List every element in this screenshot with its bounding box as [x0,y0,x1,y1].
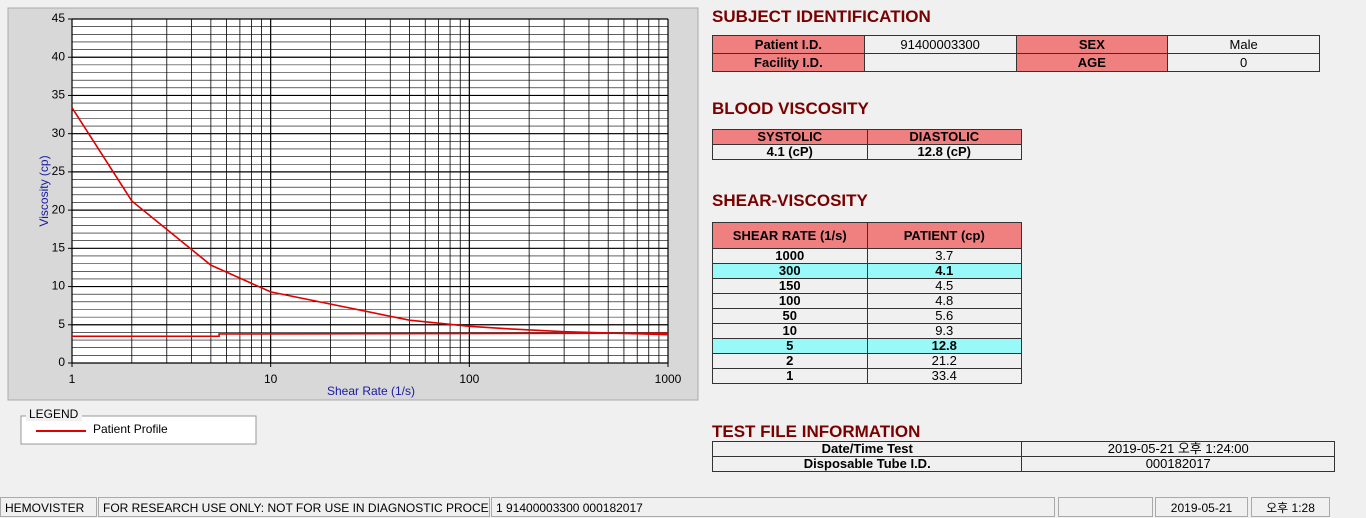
table-cell: 000182017 [1021,456,1335,472]
table-row: Patient I.D. 91400003300 SEX Male [712,35,1320,54]
table-row: SHEAR RATE (1/s) PATIENT (cp) [712,222,1022,249]
legend-title-bg [26,409,82,421]
y-tick-label: 0 [58,355,65,369]
y-tick-label: 20 [52,202,66,216]
table-cell: Date/Time Test [711,441,1023,457]
table-cell: DIASTOLIC [866,129,1022,145]
table-cell: 21.2 [866,353,1022,369]
section-title: SHEAR-VISCOSITY [712,191,868,210]
table-row: 50 5.6 [712,308,1022,324]
table-row: SYSTOLIC DIASTOLIC [712,129,1022,145]
table-cell: 2 [712,353,868,369]
y-tick-label: 10 [52,279,66,293]
table-cell: SEX [1015,35,1169,54]
table-cell: 4.1 [866,263,1022,279]
chart: Shear Rate (1/s) Viscosity (cp) LEGEND P… [7,7,699,445]
y-tick-label: 40 [52,49,66,63]
table-cell: Facility I.D. [712,53,865,72]
status-panel: 오후 1:28 [1251,497,1330,517]
table-cell: 33.4 [866,368,1022,384]
status-panel: 1 91400003300 000182017 [491,497,1055,517]
table-cell: 10 [712,323,868,339]
section-title: SUBJECT IDENTIFICATION [712,7,931,26]
table-row: 100 4.8 [712,293,1022,309]
table-row: Facility I.D. AGE 0 [712,53,1320,72]
x-tick-label: 1000 [655,372,682,386]
data-table: Date/Time Test 2019-05-21 오후 1:24:00 Dispo… [711,441,1335,472]
table-row: 1000 3.7 [712,248,1022,264]
line-series [71,107,669,336]
section-title: TEST FILE INFORMATION [712,422,921,441]
y-axis-label: Viscosity (cp) [37,155,51,226]
table-cell: 4.8 [866,293,1022,309]
table-row: 10 9.3 [712,323,1022,339]
data-table: SYSTOLIC DIASTOLIC 4.1 (cP) 12.8 (cP) [712,129,1022,160]
table-cell: 9.3 [866,323,1022,339]
x-tick-label: 10 [264,372,278,386]
y-tick-label: 45 [52,11,66,25]
table-cell: 5.6 [866,308,1022,324]
table-cell: SYSTOLIC [712,129,868,145]
legend-label: Patient Profile [93,422,168,436]
line-series [72,332,669,338]
y-tick-label: 25 [52,164,66,178]
table-cell: SHEAR RATE (1/s) [712,222,868,249]
table-cell: Male [1167,35,1320,54]
table-cell: 5 [712,338,868,354]
table-cell: 12.8 [866,338,1022,354]
table-row: 150 4.5 [712,278,1022,294]
table-cell: 12.8 (cP) [866,144,1022,160]
x-tick-label: 100 [459,372,479,386]
status-panel: FOR RESEARCH USE ONLY: NOT FOR USE IN DI… [98,497,490,517]
table-cell: 4.1 (cP) [712,144,868,160]
y-tick-label: 30 [52,126,66,140]
table-row: Date/Time Test 2019-05-21 오후 1:24:00 [711,441,1335,457]
table-row: 1 33.4 [712,368,1022,384]
y-tick-label: 35 [52,88,66,102]
table-row: 2 21.2 [712,353,1022,369]
x-axis-label: Shear Rate (1/s) [327,384,415,398]
table-cell: 0 [1167,53,1320,72]
table-row: 5 12.8 [712,338,1022,354]
data-table: SHEAR RATE (1/s) PATIENT (cp) 1000 3.7 300 4.… [712,222,1022,384]
table-cell: 50 [712,308,868,324]
x-tick-label: 1 [69,372,76,386]
table-cell: 1000 [712,248,868,264]
status-panel [1058,497,1153,517]
status-panel: HEMOVISTER [0,497,97,517]
table-cell: Disposable Tube I.D. [711,456,1023,472]
table-cell: 4.5 [866,278,1022,294]
table-cell: 150 [712,278,868,294]
table-cell: 1 [712,368,868,384]
legend-title: LEGEND [29,407,79,421]
section-title: BLOOD VISCOSITY [712,99,869,118]
table-cell: 300 [712,263,868,279]
table-cell: 3.7 [866,248,1022,264]
plot-area [72,19,668,363]
table-cell: 2019-05-21 오후 1:24:00 [1021,441,1335,457]
status-panel: 2019-05-21 [1155,497,1248,517]
table-cell: 100 [712,293,868,309]
y-tick-label: 15 [52,241,66,255]
y-tick-label: 5 [58,317,65,331]
data-table: Patient I.D. 91400003300 SEX Male Facility I… [712,35,1320,72]
table-cell [863,53,1017,72]
table-cell: PATIENT (cp) [866,222,1022,249]
table-row: 4.1 (cP) 12.8 (cP) [712,144,1022,160]
table-cell: Patient I.D. [712,35,865,54]
table-row: 300 4.1 [712,263,1022,279]
table-row: Disposable Tube I.D. 000182017 [711,456,1335,472]
table-cell: 91400003300 [863,35,1017,54]
table-cell: AGE [1015,53,1169,72]
